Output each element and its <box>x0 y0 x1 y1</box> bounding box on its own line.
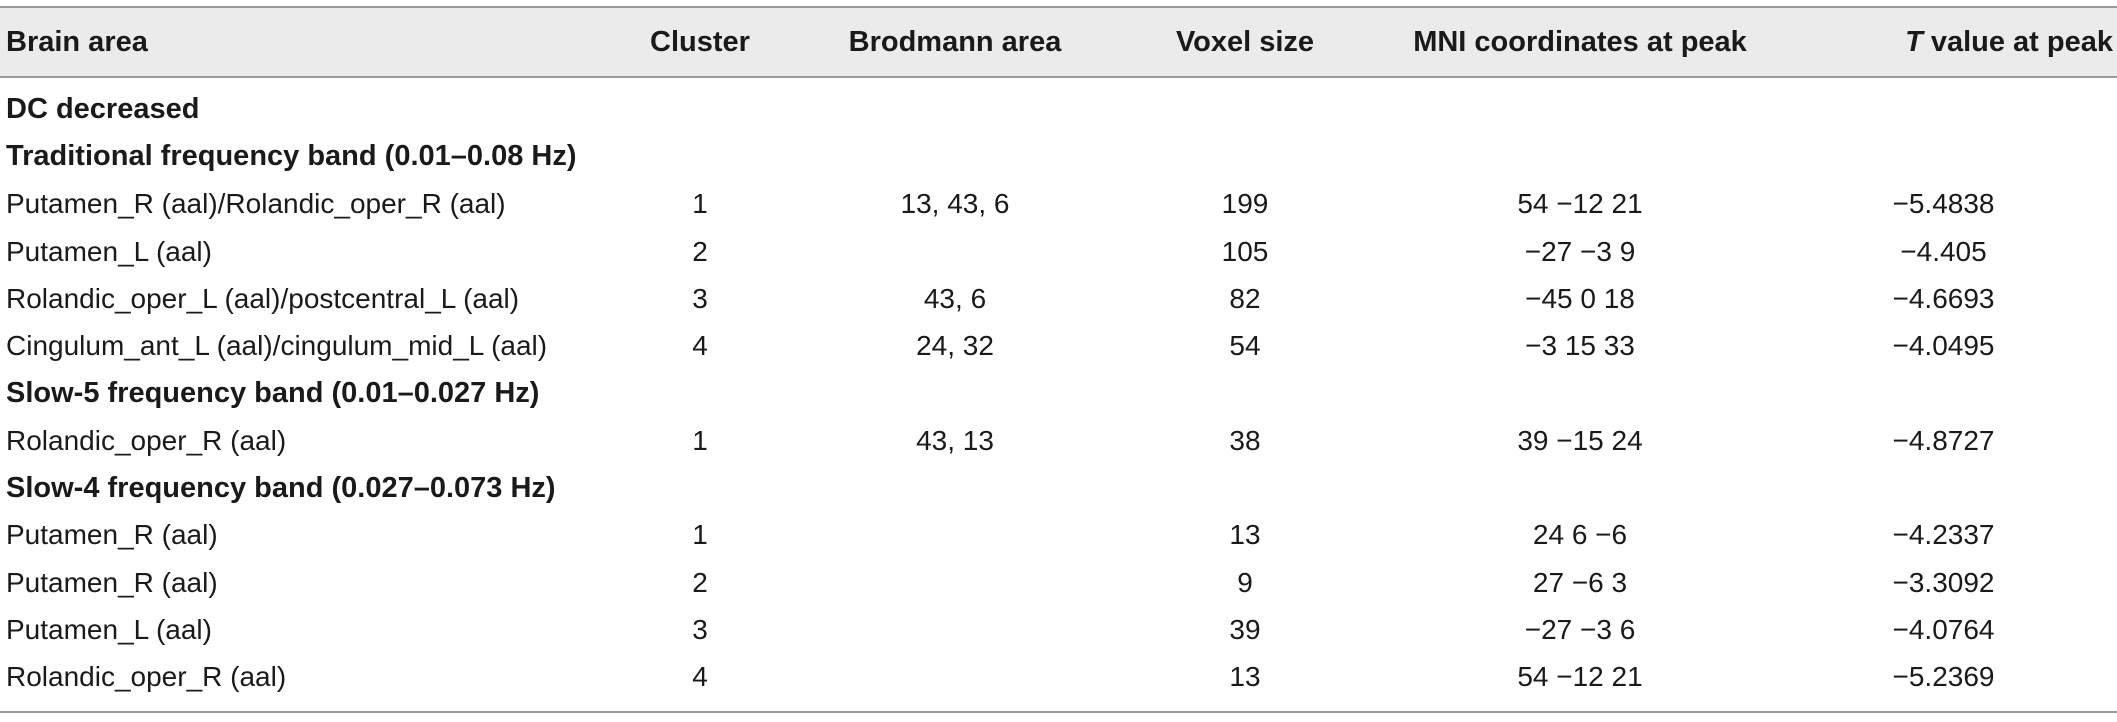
cell-voxel: 13 <box>1229 519 1261 551</box>
cell-mni: −27 −3 6 <box>1524 613 1636 645</box>
cell-t-value: −5.2369 <box>1892 661 1995 693</box>
cell-voxel: 105 <box>1221 235 1269 267</box>
cell-voxel: 38 <box>1229 424 1261 456</box>
cell-t-value: −4.8727 <box>1892 424 1995 456</box>
section-row-slow4: Slow-4 frequency band (0.027–0.073 Hz) <box>0 464 2117 511</box>
cell-t-value: −4.2337 <box>1892 519 1995 551</box>
cell-brain-area: Putamen_R (aal)/Rolandic_oper_R (aal) <box>6 188 506 220</box>
cell-brodmann <box>810 228 1100 275</box>
section-title: Slow-4 frequency band (0.027–0.073 Hz) <box>6 471 556 504</box>
cell-cluster: 2 <box>692 566 708 598</box>
header-t-letter: T <box>1905 25 1923 58</box>
table-header: Brain area Cluster Brodmann area Voxel s… <box>0 7 2117 77</box>
cell-t-value: −5.4838 <box>1892 188 1995 220</box>
cell-brodmann: 43, 13 <box>916 424 994 456</box>
cell-brain-area: Putamen_L (aal) <box>6 613 212 645</box>
table-row: Cingulum_ant_L (aal)/cingulum_mid_L (aal… <box>0 322 2117 369</box>
table-row: Rolandic_oper_R (aal) 4 13 54 −12 21 −5.… <box>0 654 2117 712</box>
cell-cluster: 3 <box>692 282 708 314</box>
cell-brain-area: Putamen_R (aal) <box>6 519 218 551</box>
table-row: Rolandic_oper_L (aal)/postcentral_L (aal… <box>0 275 2117 322</box>
cell-t-value: −4.0764 <box>1892 613 1995 645</box>
cell-mni: 39 −15 24 <box>1517 424 1643 456</box>
cell-brain-area: Rolandic_oper_R (aal) <box>6 424 287 456</box>
header-mni-coordinates: MNI coordinates at peak <box>1413 25 1747 58</box>
cell-brodmann <box>810 606 1100 653</box>
header-voxel-size: Voxel size <box>1175 25 1315 58</box>
section-row-dc-decreased: DC decreased <box>0 77 2117 133</box>
cell-brain-area: Putamen_R (aal) <box>6 566 218 598</box>
cell-cluster: 4 <box>692 330 708 362</box>
cell-brodmann <box>810 559 1100 606</box>
cell-voxel: 199 <box>1221 188 1269 220</box>
cell-brain-area: Rolandic_oper_R (aal) <box>6 661 287 693</box>
header-t-suffix: value at peak <box>1922 25 2113 58</box>
cell-mni: −3 15 33 <box>1525 330 1635 362</box>
section-title: DC decreased <box>6 93 200 126</box>
cell-mni: 24 6 −6 <box>1532 519 1628 551</box>
section-row-traditional: Traditional frequency band (0.01–0.08 Hz… <box>0 133 2117 180</box>
cell-brodmann: 43, 6 <box>923 282 987 314</box>
cell-voxel: 54 <box>1229 330 1261 362</box>
cell-brain-area: Cingulum_ant_L (aal)/cingulum_mid_L (aal… <box>6 330 548 362</box>
cell-t-value: −4.0495 <box>1892 330 1995 362</box>
cell-brodmann: 24, 32 <box>916 330 994 362</box>
cell-mni: −45 0 18 <box>1525 282 1635 314</box>
header-brodmann-area: Brodmann area <box>848 25 1062 58</box>
table-row: Putamen_L (aal) 3 39 −27 −3 6 −4.0764 <box>0 606 2117 653</box>
cell-cluster: 1 <box>692 519 708 551</box>
section-title: Slow-5 frequency band (0.01–0.027 Hz) <box>6 376 540 409</box>
cell-t-value: −4.405 <box>1900 235 1987 267</box>
cell-voxel: 13 <box>1229 661 1261 693</box>
header-row: Brain area Cluster Brodmann area Voxel s… <box>0 7 2117 77</box>
cell-t-value: −3.3092 <box>1892 566 1995 598</box>
cell-mni: 27 −6 3 <box>1532 566 1628 598</box>
cell-mni: 54 −12 21 <box>1517 661 1643 693</box>
header-brain-area: Brain area <box>6 25 148 58</box>
table-row: Putamen_R (aal) 2 9 27 −6 3 −3.3092 <box>0 559 2117 606</box>
table-body: DC decreased Traditional frequency band … <box>0 77 2117 712</box>
header-t-value: T value at peak <box>1770 7 2117 77</box>
cell-t-value: −4.6693 <box>1892 282 1995 314</box>
cell-voxel: 82 <box>1229 282 1261 314</box>
cell-mni: 54 −12 21 <box>1517 188 1643 220</box>
cell-voxel: 9 <box>1237 566 1253 598</box>
cell-cluster: 3 <box>692 613 708 645</box>
cell-brodmann <box>810 654 1100 712</box>
table-row: Putamen_R (aal)/Rolandic_oper_R (aal) 1 … <box>0 181 2117 228</box>
section-row-slow5: Slow-5 frequency band (0.01–0.027 Hz) <box>0 370 2117 417</box>
cell-brodmann <box>810 512 1100 559</box>
results-table: Brain area Cluster Brodmann area Voxel s… <box>0 6 2117 713</box>
cell-cluster: 4 <box>692 661 708 693</box>
cell-cluster: 1 <box>692 188 708 220</box>
table-row: Putamen_L (aal) 2 105 −27 −3 9 −4.405 <box>0 228 2117 275</box>
section-title: Traditional frequency band (0.01–0.08 Hz… <box>6 140 577 173</box>
header-cluster: Cluster <box>650 25 750 58</box>
cell-cluster: 1 <box>692 424 708 456</box>
cell-mni: −27 −3 9 <box>1524 235 1636 267</box>
cell-voxel: 39 <box>1229 613 1261 645</box>
cell-brain-area: Putamen_L (aal) <box>6 235 212 267</box>
table-row: Rolandic_oper_R (aal) 1 43, 13 38 39 −15… <box>0 417 2117 464</box>
table-row: Putamen_R (aal) 1 13 24 6 −6 −4.2337 <box>0 512 2117 559</box>
cell-cluster: 2 <box>692 235 708 267</box>
cell-brain-area: Rolandic_oper_L (aal)/postcentral_L (aal… <box>6 282 520 314</box>
cell-brodmann: 13, 43, 6 <box>900 188 1010 220</box>
